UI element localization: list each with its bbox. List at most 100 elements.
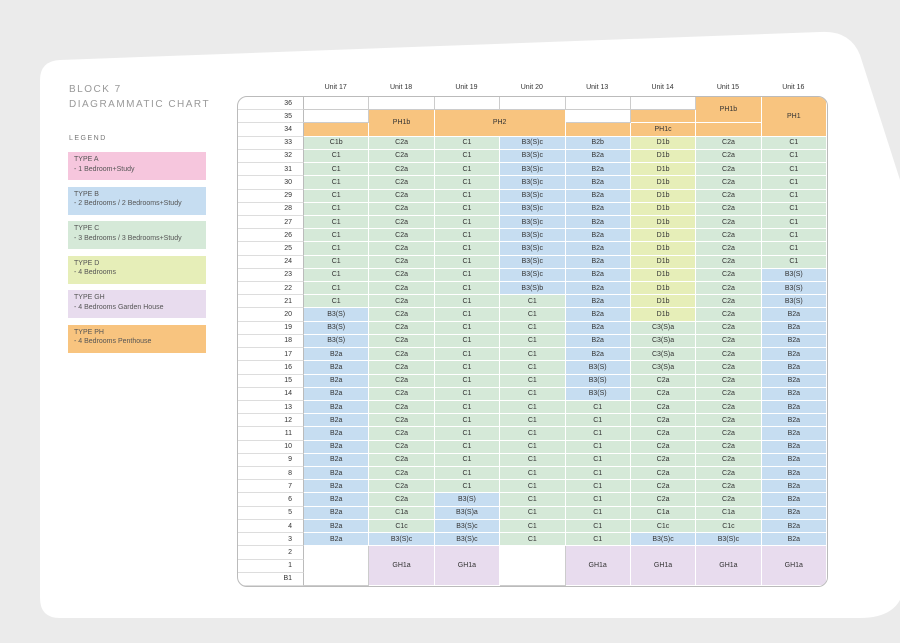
unit-cell: B2a	[565, 242, 631, 256]
unit-cell: C1	[500, 440, 566, 454]
unit-cell: B3(S)	[565, 387, 631, 401]
unit-cell: C2a	[369, 400, 435, 415]
floor-label: 15	[238, 374, 304, 388]
unit-cell: B3(S)c	[500, 136, 566, 150]
floor-label: 22	[238, 282, 304, 296]
floor-label: 30	[238, 176, 304, 190]
unit-cell: B3(S)c	[500, 229, 566, 243]
unit-cell: B2a	[304, 400, 370, 415]
unit-cell: C2a	[369, 493, 435, 507]
floor-label: 6	[238, 493, 304, 507]
unit-cell: C3(S)a	[630, 321, 697, 335]
unit-cell: C2a	[696, 334, 762, 349]
column-header: Unit 16	[782, 84, 805, 91]
unit-cell: GH1a	[630, 546, 697, 586]
unit-cell: C1c	[369, 519, 435, 534]
unit-cell	[696, 123, 762, 137]
unit-cell: C2a	[630, 400, 697, 415]
unit-cell: C1	[761, 136, 827, 150]
floor-label: 18	[238, 334, 304, 349]
legend-item: TYPE GH - 4 Bedrooms Garden House	[68, 290, 206, 319]
unit-cell: B2a	[304, 467, 370, 481]
unit-cell: B2a	[565, 282, 631, 296]
unit-cell: D1b	[630, 189, 697, 203]
legend-desc: - 1 Bedroom+Study	[74, 165, 135, 173]
unit-cell: C2a	[369, 163, 435, 177]
unit-cell: C2a	[696, 321, 762, 335]
unit-cell: C2a	[630, 427, 697, 441]
unit-cell: C2a	[696, 229, 762, 243]
unit-cell: C2a	[696, 149, 762, 164]
legend-type: TYPE A	[74, 156, 99, 163]
unit-cell: C2a	[369, 295, 435, 309]
floor-label: 23	[238, 268, 304, 283]
floor-label: 14	[238, 387, 304, 401]
unit-cell: C1	[761, 176, 827, 190]
unit-cell: C2a	[696, 374, 762, 388]
floor-label: 28	[238, 202, 304, 216]
unit-cell: B2a	[565, 334, 631, 349]
unit-cell: C3(S)a	[630, 348, 697, 362]
unit-cell: C2a	[369, 149, 435, 164]
unit-cell: D1b	[630, 308, 697, 322]
unit-cell: C1c	[696, 519, 762, 534]
unit-cell	[500, 97, 566, 111]
unit-cell: C1	[304, 282, 370, 296]
unit-cell: C2a	[696, 427, 762, 441]
unit-cell: B3(S)a	[434, 506, 501, 520]
unit-cell: D1b	[630, 242, 697, 256]
unit-cell: C2a	[369, 453, 435, 468]
unit-cell: B2a	[761, 387, 827, 401]
unit-cell: C1	[434, 255, 501, 269]
unit-cell: C2a	[696, 440, 762, 454]
unit-cell: B2a	[565, 255, 631, 269]
column-headers: Unit 17 Unit 18 Unit 19 Unit 20 Unit 13 Unit …	[303, 84, 826, 91]
floor-label: 11	[238, 427, 304, 441]
unit-cell: C2a	[369, 480, 435, 494]
unit-cell: C2a	[369, 427, 435, 441]
floor-label: 1	[238, 559, 304, 573]
unit-cell: C2a	[630, 453, 697, 468]
unit-cell: D1b	[630, 282, 697, 296]
unit-cell: C2a	[369, 282, 435, 296]
legend-type: TYPE GH	[74, 294, 105, 302]
unit-cell: B2a	[761, 334, 827, 349]
unit-cell: D1b	[630, 215, 697, 230]
unit-cell: D1b	[630, 136, 697, 150]
floor-label: 31	[238, 163, 304, 177]
unit-cell: C1	[761, 229, 827, 243]
unit-cell	[630, 97, 697, 111]
unit-cell: B3(S)	[304, 308, 370, 322]
unit-cell: C1	[434, 453, 501, 468]
column-header: Unit 18	[389, 84, 413, 91]
unit-cell: C2a	[696, 202, 762, 216]
unit-cell: C2a	[696, 453, 762, 468]
unit-cell: B2a	[761, 427, 827, 441]
unit-cell: GH1a	[696, 546, 762, 586]
unit-cell: C1	[434, 149, 501, 164]
unit-cell: C2a	[696, 176, 762, 190]
unit-cell: B3(S)c	[434, 533, 501, 547]
unit-cell: B2b	[565, 136, 631, 150]
unit-cell: B2a	[761, 308, 827, 322]
floor-label: 17	[238, 348, 304, 362]
unit-cell: C2a	[369, 387, 435, 401]
unit-cell: B3(S)	[434, 493, 501, 507]
unit-cell: C1	[761, 215, 827, 230]
legend-desc: - 4 Bedrooms	[74, 269, 117, 277]
unit-cell: C1	[434, 361, 501, 375]
floor-label: 34	[238, 123, 304, 137]
unit-cell: B2a	[304, 387, 370, 401]
unit-cell: B2a	[565, 176, 631, 190]
unit-cell: C1	[434, 334, 501, 349]
unit-cell: B3(S)b	[500, 282, 566, 296]
unit-cell: D1b	[630, 176, 697, 190]
unit-cell: B3(S)	[565, 361, 631, 375]
unit-cell: C2a	[696, 348, 762, 362]
unit-cell: PH1b	[696, 97, 762, 124]
floor-label: 26	[238, 229, 304, 243]
unit-cell: B3(S)c	[500, 202, 566, 216]
unit-cell: B3(S)c	[500, 149, 566, 164]
floor-label: 33	[238, 136, 304, 150]
unit-cell: B3(S)	[761, 295, 827, 309]
